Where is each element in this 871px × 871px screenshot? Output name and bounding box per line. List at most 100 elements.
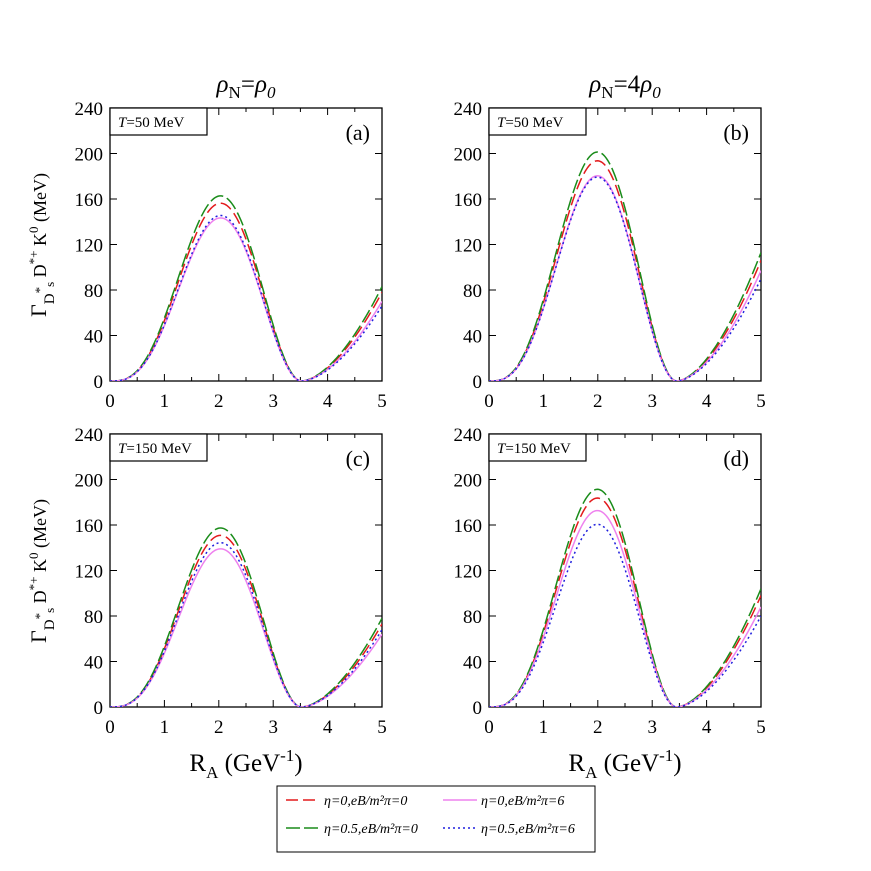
y-tick-label: 200: [75, 471, 104, 492]
y-tick-label: 40: [463, 653, 482, 674]
y-tick-label: 0: [473, 372, 483, 393]
chart-panel: 0 1 2 3 4 5 0 40 80 120 160 200 240 T=50 MeV (b): [454, 99, 766, 412]
y-tick-label: 160: [75, 190, 104, 211]
ylabel-sub-s: s: [42, 608, 57, 613]
panel-label: (d): [723, 446, 749, 471]
column-title: ρN=4ρ0: [588, 71, 661, 102]
ylabel-sub-star: *: [32, 287, 47, 294]
xlabel-unit: (GeV: [597, 750, 659, 777]
ylabel-gamma: Γ: [26, 630, 51, 643]
ylabel-tail-sup: 0: [26, 227, 41, 234]
x-tick-label: 0: [484, 391, 494, 412]
x-tick-label: 4: [323, 391, 333, 412]
panel-label: (b): [723, 120, 749, 145]
x-axis-label: RA (GeV-1): [568, 746, 681, 782]
panel-label: (a): [346, 120, 370, 145]
y-tick-label: 200: [454, 145, 483, 166]
temperature-value: =50 MeV: [505, 115, 563, 131]
y-tick-label: 240: [75, 425, 104, 446]
y-tick-label: 120: [454, 236, 483, 257]
y-tick-label: 240: [75, 99, 104, 120]
temperature-symbol: T: [118, 441, 128, 457]
temperature-tag: T=50 MeV: [109, 107, 208, 136]
x-tick-label: 3: [268, 717, 278, 738]
density-subscript: N: [229, 83, 241, 102]
x-tick-label: 1: [160, 391, 170, 412]
series-line: [110, 202, 382, 381]
series-group: [110, 195, 382, 381]
y-tick-label: 120: [75, 236, 104, 257]
series-line: [489, 523, 761, 707]
plot-frame: [109, 107, 383, 382]
temperature-tag: T=50 MeV: [488, 107, 587, 136]
temperature-tag-text: T=150 MeV: [497, 441, 571, 457]
series-line: [110, 534, 382, 707]
x-tick-label: 1: [539, 391, 549, 412]
y-tick-label: 80: [463, 281, 482, 302]
temperature-tag-text: T=50 MeV: [497, 115, 564, 131]
y-tick-label: 40: [463, 327, 482, 348]
column-title: ρN=ρ0: [216, 71, 276, 102]
x-axis-label: RA (GeV-1): [189, 746, 302, 782]
x-tick-label: 4: [323, 717, 333, 738]
ylabel-sub-d: D: [42, 293, 58, 304]
x-tick-label: 4: [702, 717, 712, 738]
series-line: [489, 509, 761, 707]
density-equals: =: [241, 71, 255, 98]
y-tick-label: 0: [94, 372, 104, 393]
panel-label: (c): [346, 446, 370, 471]
series-line: [110, 214, 382, 381]
temperature-tag-box: [109, 433, 208, 462]
density-equals: =4: [614, 71, 641, 98]
y-tick-label: 200: [454, 471, 483, 492]
density-symbol: ρ: [588, 71, 601, 98]
legend-item: η=0.5,eB/m²π=6: [443, 822, 575, 837]
rho0-symbol: ρ: [254, 71, 267, 98]
ylabel-sub-s: s: [42, 282, 57, 287]
x-tick-label: 3: [647, 717, 657, 738]
series-line: [489, 160, 761, 381]
xlabel-unit-sup: -1: [659, 746, 673, 765]
y-tick-label: 80: [84, 281, 103, 302]
series-line: [110, 195, 382, 381]
series-group: [489, 151, 761, 381]
temperature-tag-text: T=50 MeV: [118, 115, 185, 131]
xlabel-main: R: [189, 750, 206, 777]
series-line: [489, 497, 761, 707]
x-tick-label: 0: [105, 717, 115, 738]
temperature-symbol: T: [497, 115, 507, 131]
temperature-tag-box: [488, 433, 587, 462]
x-tick-label: 5: [756, 717, 766, 738]
ylabel-unit: (MeV): [30, 173, 51, 226]
ylabel-gamma: Γ: [26, 304, 51, 317]
legend-label: η=0,eB/m²π=0: [324, 794, 407, 809]
x-tick-label: 1: [539, 717, 549, 738]
x-tick-label: 4: [702, 391, 712, 412]
chart-panel: 0 1 2 3 4 5 0 40 80 120 160 200 240 T=50 MeV (a): [75, 99, 387, 412]
legend-box: [276, 785, 596, 853]
temperature-value: =150 MeV: [126, 441, 192, 457]
temperature-tag: T=150 MeV: [109, 433, 208, 462]
legend-label: η=0.5,eB/m²π=6: [481, 822, 575, 837]
ylabel-mid: D: [30, 590, 50, 608]
series-line: [489, 176, 761, 381]
density-subscript: N: [601, 83, 613, 102]
series-line: [110, 541, 382, 707]
y-tick-label: 160: [454, 190, 483, 211]
legend-item: η=0,eB/m²π=0: [286, 794, 407, 809]
series-line: [489, 151, 761, 381]
x-tick-label: 3: [647, 391, 657, 412]
series-line: [110, 217, 382, 381]
series-group: [489, 488, 761, 707]
series-line: [489, 488, 761, 707]
xlabel-close: ): [673, 750, 681, 777]
ylabel-mid-sup: *+: [26, 577, 41, 591]
plot-frame: [488, 433, 762, 708]
x-tick-label: 0: [105, 391, 115, 412]
y-tick-label: 0: [473, 698, 483, 719]
temperature-symbol: T: [497, 441, 507, 457]
temperature-tag: T=150 MeV: [488, 433, 587, 462]
temperature-value: =50 MeV: [126, 115, 184, 131]
ylabel-sub-star: *: [32, 613, 47, 620]
